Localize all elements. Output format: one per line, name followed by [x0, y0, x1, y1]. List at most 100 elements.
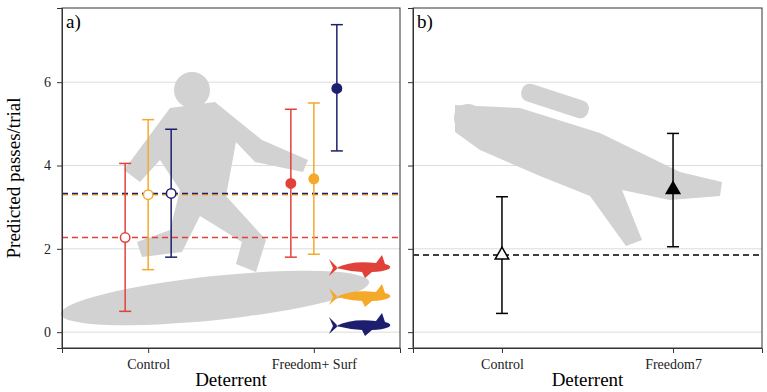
chart: 0 2 4 6 Control Freedom+ Surf a) Deterrent Predi…	[0, 0, 767, 392]
error-bar	[331, 25, 343, 151]
error-bar-cap	[667, 133, 679, 135]
grid-line	[62, 248, 400, 249]
tick-label: 0	[44, 325, 51, 340]
point	[120, 233, 129, 242]
grid	[413, 82, 762, 332]
x-tick: Freedom7	[645, 348, 702, 372]
tick-label: 4	[44, 158, 51, 173]
y-axis	[408, 9, 414, 349]
error-bar-cap	[285, 256, 297, 258]
error-bar-cap	[119, 311, 131, 313]
error-bar	[142, 120, 154, 270]
surfer-body	[124, 102, 308, 272]
axis-line	[408, 9, 414, 349]
error-bar-cap	[142, 269, 154, 271]
tick-mark	[57, 82, 62, 83]
error-bar-cap	[285, 109, 297, 111]
error-bar	[496, 197, 508, 314]
error-bar	[165, 129, 177, 257]
panel: 0 2 4 6 Control Freedom+ Surf a) Deterrent Predi…	[3, 8, 401, 390]
silhouette	[59, 72, 391, 336]
x-tick: Control	[127, 348, 170, 372]
marks	[62, 25, 400, 312]
reference-line	[62, 194, 400, 196]
panel-label: b)	[417, 11, 433, 33]
axis-line	[63, 349, 401, 354]
y-tick	[408, 166, 413, 167]
tick-mark	[148, 348, 149, 353]
panel-label: a)	[66, 11, 81, 33]
y-tick: 2	[44, 242, 62, 257]
tick-mark	[502, 348, 503, 353]
x-tick: Control	[481, 348, 524, 372]
x-tick: Freedom+ Surf	[272, 348, 358, 372]
point	[332, 84, 341, 93]
error-bar	[285, 109, 297, 257]
axis-line	[414, 349, 763, 354]
tick-mark	[408, 332, 413, 333]
point	[143, 190, 152, 199]
error-bar-cap	[496, 196, 508, 198]
plot-frame	[62, 8, 400, 348]
grid-line	[413, 332, 762, 333]
tick-mark	[408, 166, 413, 167]
silhouette	[454, 82, 722, 246]
y-tick	[408, 82, 413, 83]
tick-label: Freedom7	[645, 357, 702, 372]
error-bar-cap	[165, 129, 177, 131]
tick-label: Control	[127, 357, 170, 372]
error-bar-cap	[496, 313, 508, 315]
grid-line	[62, 332, 400, 333]
error-bar-cap	[331, 24, 343, 26]
tick-mark	[57, 249, 62, 250]
y-axis-title: Predicted passes/trial	[3, 98, 24, 259]
x-axis-title: Deterrent	[195, 369, 267, 390]
tick-mark	[673, 348, 674, 353]
tick-mark	[57, 166, 62, 167]
tick-mark	[408, 82, 413, 83]
tick-mark	[408, 249, 413, 250]
panel: Control Freedom7 b) Deterrent	[408, 8, 763, 390]
reference-line	[413, 254, 762, 256]
x-axis-title: Deterrent	[552, 369, 624, 390]
error-bar	[308, 103, 320, 254]
y-tick	[408, 332, 413, 333]
y-tick	[408, 249, 413, 250]
surfboard	[59, 260, 372, 336]
surfer-head	[174, 72, 210, 108]
marks	[413, 133, 762, 313]
y-tick: 6	[44, 75, 62, 90]
tick-label: Control	[481, 357, 524, 372]
axis-line	[57, 9, 63, 349]
diver-tank	[519, 82, 591, 121]
error-bar-cap	[308, 254, 320, 256]
grid-line	[62, 82, 400, 83]
shark-icon	[329, 255, 390, 278]
point	[495, 247, 509, 259]
error-bar	[119, 163, 131, 311]
diver-body	[455, 105, 722, 246]
error-bar-cap	[119, 163, 131, 165]
point	[666, 182, 680, 194]
point	[286, 179, 295, 188]
shark-icon	[329, 284, 390, 307]
error-bar-cap	[142, 119, 154, 121]
y-tick: 0	[44, 325, 62, 340]
tick-label: Freedom+ Surf	[272, 357, 358, 372]
error-bar-cap	[308, 102, 320, 104]
shark-icon	[329, 313, 390, 336]
reference-line	[62, 193, 400, 195]
point	[309, 174, 318, 183]
y-tick: 4	[44, 158, 62, 173]
error-bar	[667, 133, 679, 246]
tick-mark	[314, 348, 315, 353]
error-bar-cap	[331, 150, 343, 152]
grid-line	[413, 248, 762, 249]
tick-label: 6	[44, 75, 51, 90]
error-bar-cap	[165, 256, 177, 258]
tick-mark	[57, 332, 62, 333]
grid-line	[413, 82, 762, 83]
point	[166, 189, 175, 198]
y-axis: 0 2 4 6	[44, 9, 63, 349]
reference-line	[62, 237, 400, 239]
